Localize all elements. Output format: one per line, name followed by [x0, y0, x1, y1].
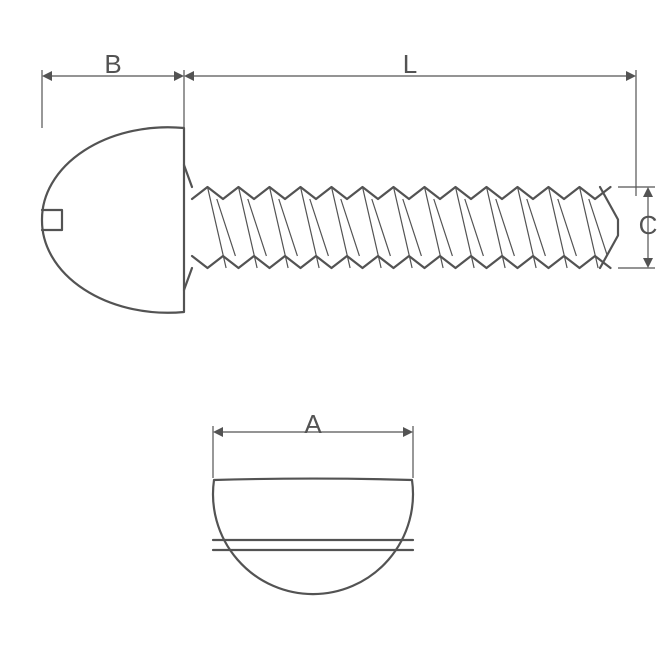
technical-drawing: B L C A [0, 0, 670, 670]
screw-top-view [213, 479, 413, 595]
dim-label-c: C [639, 210, 658, 240]
dim-label-l: L [403, 49, 417, 79]
dim-label-b: B [104, 49, 121, 79]
dim-label-a: A [304, 409, 322, 439]
screw-side-view [42, 127, 618, 312]
